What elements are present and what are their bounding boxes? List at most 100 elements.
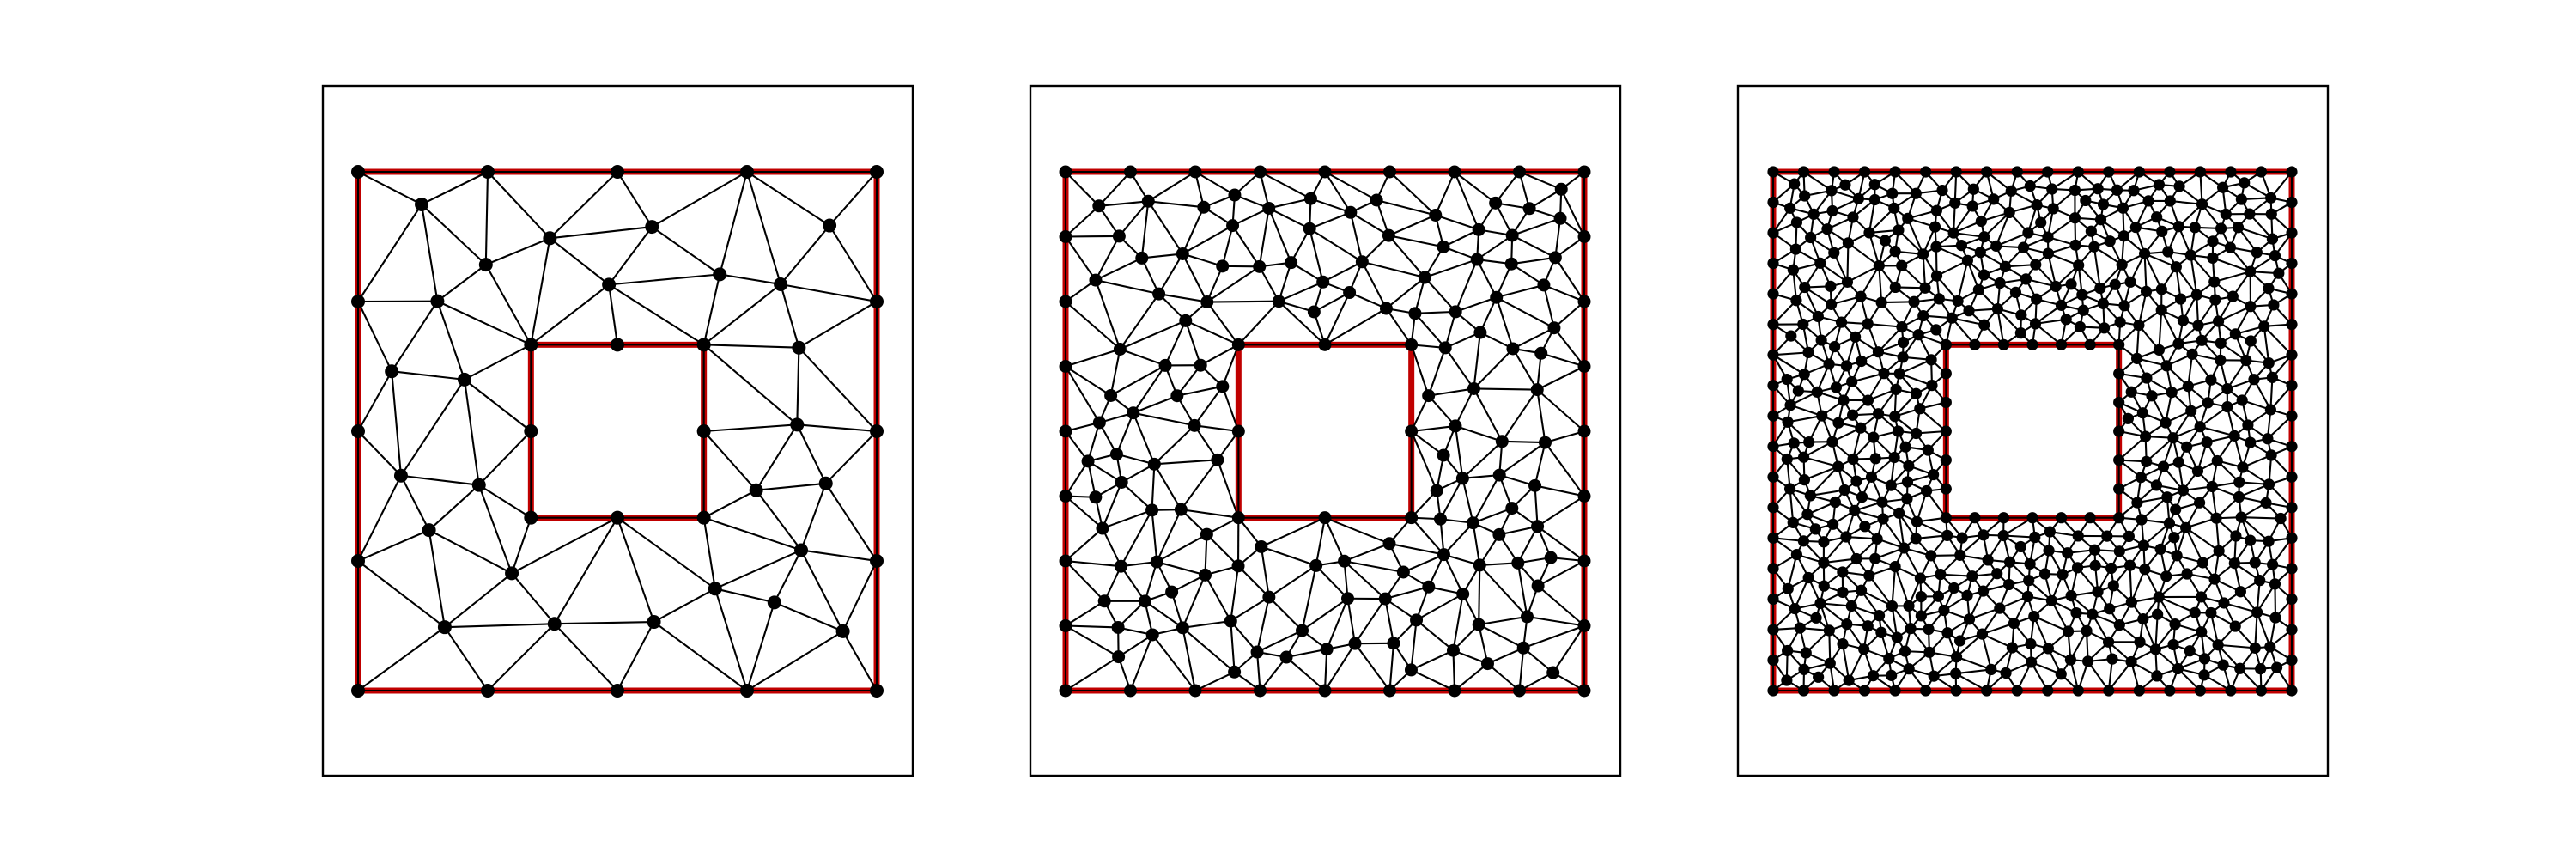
mesh-node — [611, 510, 624, 525]
mesh-node — [645, 220, 659, 235]
mesh-edge — [1116, 453, 1155, 466]
mesh-edge — [1261, 516, 1326, 548]
mesh-edge — [1204, 534, 1208, 576]
mesh-edge — [2241, 516, 2281, 520]
mesh-edge — [1878, 265, 1883, 303]
mesh-node — [2122, 412, 2135, 424]
mesh-node — [2103, 166, 2115, 178]
mesh-edge — [1906, 217, 1924, 255]
mesh-edge — [1935, 246, 1968, 262]
mesh-node — [2162, 246, 2174, 258]
mesh-edge — [703, 283, 781, 346]
mesh-edge — [1553, 301, 1585, 329]
mesh-edge — [1540, 352, 1585, 368]
mesh-node — [1869, 552, 1881, 564]
mesh-edge — [1512, 348, 1539, 391]
mesh-node — [1888, 202, 1900, 214]
mesh-node — [2232, 222, 2245, 234]
mesh-node — [2107, 580, 2119, 592]
mesh-edge — [1809, 466, 1839, 497]
mesh-node — [1544, 551, 1558, 564]
mesh-node — [1893, 224, 1905, 236]
mesh-edge — [800, 549, 844, 632]
mesh-node — [749, 483, 763, 497]
mesh-node — [602, 277, 617, 292]
mesh-node — [2215, 222, 2227, 235]
mesh-edge — [357, 204, 422, 302]
mesh-node — [1059, 554, 1072, 568]
mesh-edge — [1823, 536, 1847, 564]
mesh-node — [696, 424, 711, 438]
mesh-node — [1434, 512, 1448, 526]
mesh-node — [1577, 360, 1591, 373]
mesh-node — [1826, 436, 1838, 448]
mesh-node — [2194, 421, 2206, 433]
mesh-node — [1923, 646, 1935, 658]
mesh-node — [2118, 300, 2130, 312]
mesh-edge — [1200, 344, 1239, 367]
mesh-node — [351, 165, 365, 179]
mesh-node — [1967, 183, 1979, 195]
mesh-node — [1418, 271, 1431, 284]
mesh-node — [1910, 533, 1922, 545]
mesh-edge — [1065, 365, 1101, 423]
mesh-node — [2125, 386, 2137, 398]
mesh-edges — [356, 170, 878, 692]
mesh-node — [2043, 545, 2055, 557]
mesh-edge — [745, 171, 782, 285]
mesh-node — [2035, 216, 2047, 228]
mesh-node — [1976, 628, 1989, 640]
mesh-node — [1255, 539, 1268, 553]
mesh-node — [1472, 222, 1485, 236]
mesh-node — [2181, 441, 2193, 453]
mesh-node — [1847, 211, 1859, 223]
mesh-node — [2215, 354, 2227, 366]
mesh-node — [835, 624, 850, 638]
mesh-node — [1920, 685, 1932, 697]
mesh-node — [1197, 200, 1211, 214]
mesh-node — [2164, 166, 2176, 178]
mesh-node — [1915, 591, 1927, 603]
mesh-node — [2208, 573, 2221, 585]
mesh-edge — [464, 379, 532, 432]
mesh-node — [1925, 354, 1937, 366]
mesh-edge — [1537, 495, 1585, 527]
mesh-edge — [1237, 565, 1270, 598]
mesh-node — [1307, 305, 1321, 319]
mesh-node — [1341, 592, 1355, 606]
mesh-node — [1903, 663, 1915, 675]
mesh-edge — [1260, 171, 1311, 200]
mesh-node — [2167, 638, 2179, 651]
mesh-edge — [550, 226, 653, 240]
mesh-edge — [608, 226, 653, 286]
mesh-edge — [1132, 364, 1166, 414]
mesh-node — [1767, 563, 1779, 575]
mesh-node — [1577, 554, 1591, 568]
mesh-node — [1798, 369, 1810, 381]
mesh-edge — [1861, 589, 1893, 607]
mesh-node — [1889, 685, 1901, 697]
mesh-node — [1303, 222, 1316, 235]
mesh-edge — [1354, 598, 1387, 644]
mesh-node — [1966, 570, 1978, 582]
mesh-node — [478, 258, 493, 272]
mesh-edge — [617, 621, 655, 691]
mesh-node — [1903, 460, 1915, 472]
mesh-node — [1978, 269, 1990, 281]
mesh-node — [2045, 594, 2058, 606]
mesh-edge — [1118, 634, 1153, 658]
mesh-node — [2084, 338, 2096, 350]
mesh-node — [1097, 594, 1111, 608]
mesh-node — [1429, 208, 1443, 222]
mesh-node — [1914, 572, 1927, 584]
mesh-node — [1949, 197, 1961, 209]
mesh-edge — [1536, 388, 1585, 432]
mesh-node — [1886, 600, 1899, 612]
mesh-node — [1506, 342, 1520, 356]
mesh-edge — [1956, 655, 1992, 671]
mesh-edge — [1121, 481, 1153, 511]
mesh-edge — [780, 224, 830, 285]
mesh-edge — [1232, 207, 1270, 227]
mesh-node — [2142, 195, 2154, 207]
mesh-node — [1092, 416, 1106, 430]
